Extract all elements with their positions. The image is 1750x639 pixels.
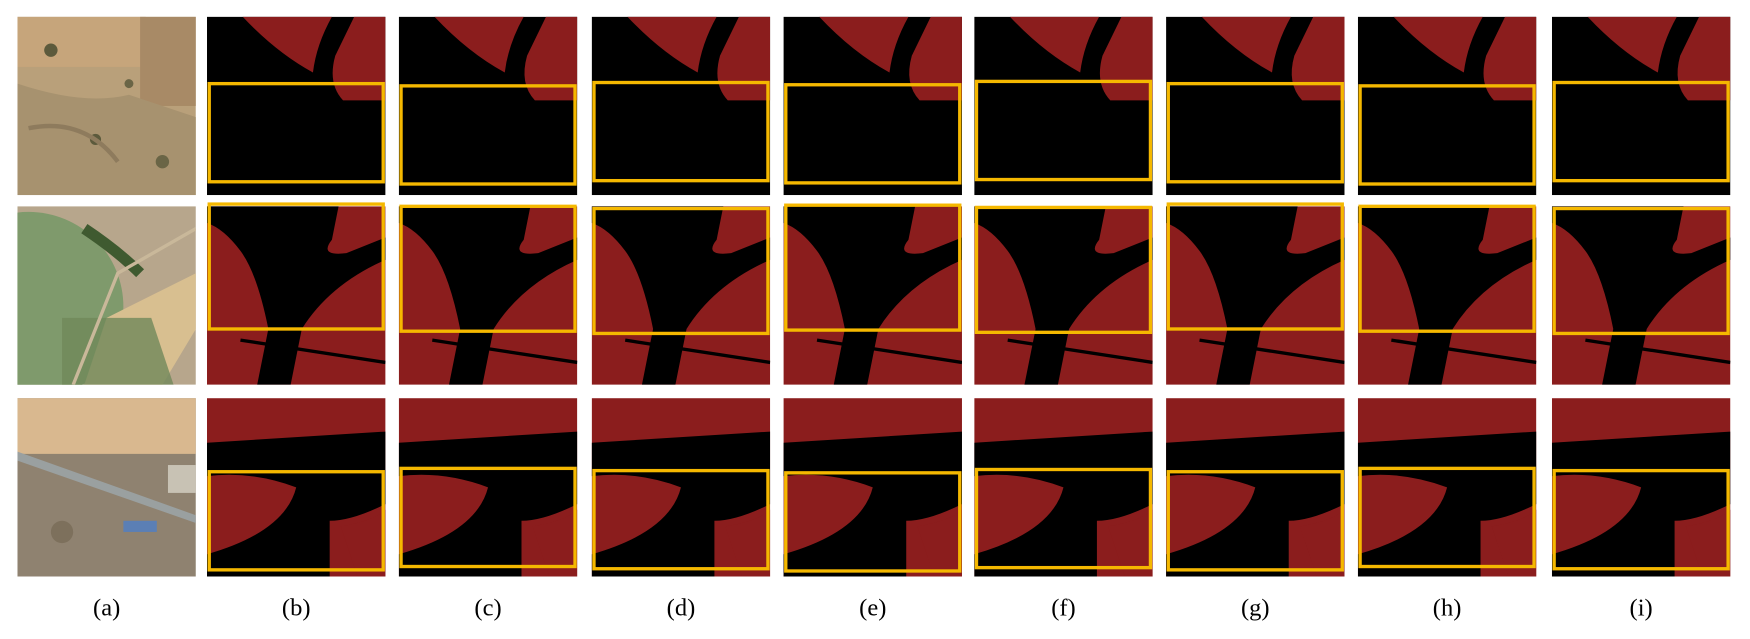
- segmentation-mask: [207, 206, 386, 385]
- segmentation-mask: [783, 206, 962, 385]
- highlight-box: [784, 471, 962, 573]
- highlight-box: [399, 84, 577, 186]
- segmentation-mask: [398, 398, 578, 577]
- segmentation-mask: [1551, 398, 1731, 577]
- highlight-box: [1552, 206, 1730, 336]
- column-label: (b): [282, 595, 311, 622]
- segmentation-mask: [974, 398, 1153, 577]
- segmentation-mask: [207, 398, 386, 577]
- highlight-box: [1358, 204, 1536, 333]
- highlight-box: [592, 206, 770, 336]
- segmentation-mask: [783, 398, 962, 577]
- column-label: (a): [93, 595, 120, 622]
- column-label: (i): [1630, 595, 1653, 622]
- highlight-box: [784, 203, 962, 332]
- highlight-box: [1358, 466, 1536, 569]
- segmentation-mask: [1357, 206, 1537, 385]
- segmentation-mask: [398, 206, 578, 385]
- segmentation-mask: [591, 16, 771, 196]
- segmentation-mask: [1166, 206, 1345, 385]
- column-label: (g): [1241, 595, 1270, 622]
- highlight-box: [592, 80, 770, 183]
- aerial-image: [17, 17, 195, 195]
- column-label: (h): [1433, 595, 1462, 622]
- highlight-box: [207, 81, 385, 184]
- segmentation-mask: [591, 398, 771, 577]
- column-label: (f): [1051, 595, 1076, 622]
- highlight-box: [207, 202, 385, 331]
- highlight-box: [974, 205, 1153, 334]
- segmentation-mask: [974, 16, 1153, 196]
- highlight-box: [1166, 81, 1344, 184]
- segmentation-mask: [1551, 16, 1731, 196]
- highlight-box: [1166, 470, 1344, 572]
- segmentation-mask: [1357, 16, 1537, 196]
- highlight-box: [399, 466, 577, 569]
- aerial-image: [17, 398, 196, 577]
- segmentation-mask: [207, 16, 386, 196]
- segmentation-mask: [591, 206, 771, 385]
- segmentation-mask: [398, 16, 578, 196]
- highlight-box: [1552, 468, 1730, 571]
- highlight-box: [1552, 80, 1730, 183]
- highlight-box: [1166, 202, 1344, 331]
- column-label: (c): [474, 595, 501, 622]
- highlight-box: [207, 470, 385, 572]
- highlight-box: [1358, 84, 1536, 186]
- column-label: (d): [667, 595, 696, 622]
- segmentation-mask: [1357, 398, 1537, 577]
- highlight-box: [592, 468, 770, 571]
- highlight-box: [974, 79, 1153, 182]
- highlight-box: [399, 204, 577, 333]
- aerial-image: [0, 206, 196, 401]
- highlight-box: [784, 83, 962, 185]
- segmentation-mask: [783, 16, 962, 196]
- segmentation-mask: [1551, 206, 1731, 385]
- highlight-box: [974, 467, 1153, 570]
- segmentation-mask: [974, 206, 1153, 385]
- column-label: (e): [859, 595, 886, 622]
- segmentation-mask: [1166, 398, 1345, 577]
- segmentation-mask: [1166, 16, 1345, 196]
